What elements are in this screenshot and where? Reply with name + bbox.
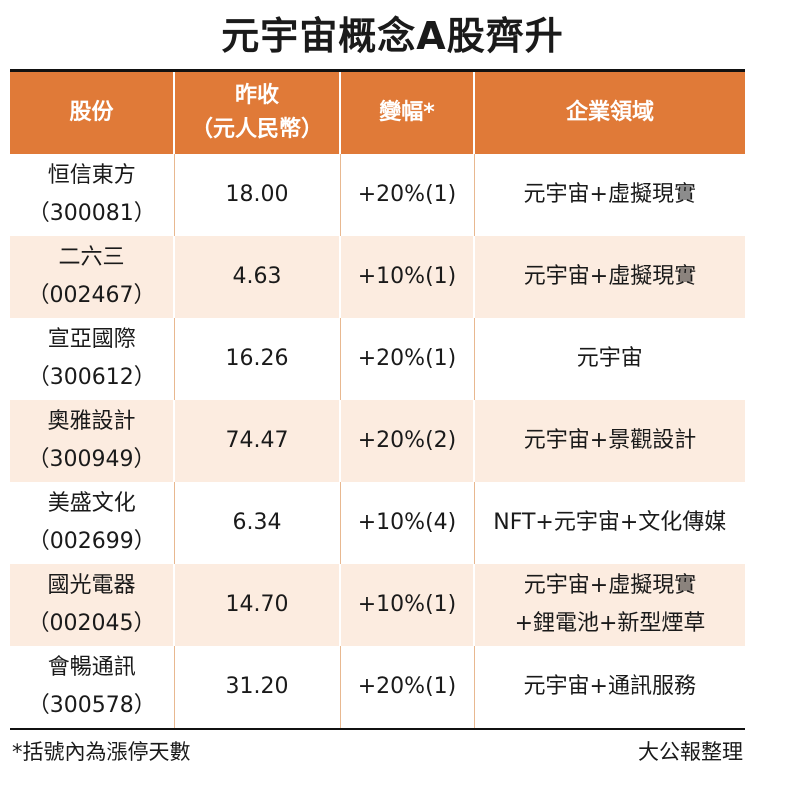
- table-row: 宣亞國際 （300612） 16.26 +20%(1) 元宇宙: [10, 318, 745, 400]
- table-row: 奧雅設計 （300949） 74.47 +20%(2) 元宇宙+景觀設計: [10, 400, 745, 482]
- sector-cell: 元宇宙+虛擬現實 +鋰電池+新型煙草: [473, 564, 745, 646]
- footnote: *括號內為漲停天數: [12, 740, 191, 764]
- sector-text: 元宇宙: [576, 346, 643, 371]
- stock-cell: 恒信東方 （300081）: [10, 154, 174, 236]
- stock-name: 國光電器: [47, 573, 136, 598]
- close-price: 74.47: [173, 400, 340, 482]
- stock-code: （300578）: [27, 693, 156, 718]
- table-row: 美盛文化 （002699） 6.34 +10%(4) NFT+元宇宙+文化傳媒: [10, 482, 745, 564]
- stock-cell: 宣亞國際 （300612）: [10, 318, 174, 400]
- price-change: +20%(1): [339, 646, 474, 728]
- stock-name: 會暢通訊: [47, 655, 136, 680]
- stock-name: 二六三: [58, 245, 125, 270]
- header-close-unit: （元人民幣）: [190, 117, 323, 142]
- sector-cell: NFT+元宇宙+文化傳媒: [473, 482, 745, 564]
- stock-name: 恒信東方: [47, 163, 136, 188]
- table-body: 恒信東方 （300081） 18.00 +20%(1) 元宇宙+虛擬現實 二六三 （0024…: [10, 154, 745, 728]
- header-close-label: 昨收: [234, 83, 279, 108]
- stock-name: 美盛文化: [47, 491, 136, 516]
- close-price: 18.00: [173, 154, 340, 236]
- stock-code: （002045）: [27, 611, 156, 636]
- stock-cell: 國光電器 （002045）: [10, 564, 174, 646]
- price-change: +10%(1): [339, 236, 474, 318]
- price-change: +10%(1): [339, 564, 474, 646]
- table-row: 二六三 （002467） 4.63 +10%(1) 元宇宙+虛擬現實: [10, 236, 745, 318]
- close-price: 16.26: [173, 318, 340, 400]
- stock-cell: 會暢通訊 （300578）: [10, 646, 174, 728]
- sector-text: 元宇宙+虛擬現實: [523, 182, 696, 207]
- sector-cell: 元宇宙: [473, 318, 745, 400]
- sector-text: 元宇宙+通訊服務: [523, 674, 696, 699]
- table-row: 會暢通訊 （300578） 31.20 +20%(1) 元宇宙+通訊服務: [10, 646, 745, 728]
- price-change: +20%(1): [339, 318, 474, 400]
- table-row: 國光電器 （002045） 14.70 +10%(1) 元宇宙+虛擬現實 +鋰電池+新型煙…: [10, 564, 745, 646]
- header-sector: 企業領域: [473, 72, 745, 154]
- stock-code: （002467）: [27, 283, 156, 308]
- price-change: +20%(2): [339, 400, 474, 482]
- stock-cell: 美盛文化 （002699）: [10, 482, 174, 564]
- stock-cell: 奧雅設計 （300949）: [10, 400, 174, 482]
- sector-text: 元宇宙+虛擬現實: [523, 264, 697, 289]
- source-credit: 大公報整理: [638, 740, 743, 764]
- sector-text: 元宇宙+景觀設計: [523, 428, 697, 453]
- close-price: 4.63: [173, 236, 340, 318]
- page-title: 元宇宙概念A股齊升: [221, 14, 564, 58]
- close-price: 14.70: [173, 564, 340, 646]
- close-price: 6.34: [173, 482, 340, 564]
- table-header-row: 股份 昨收 （元人民幣） 變幅* 企業領域: [10, 72, 745, 154]
- stock-name: 宣亞國際: [47, 327, 136, 352]
- header-stock: 股份: [10, 72, 174, 154]
- stock-table: 股份 昨收 （元人民幣） 變幅* 企業領域 恒信東方 （300081） 18.00 +…: [10, 72, 745, 728]
- stock-code: （300949）: [27, 447, 156, 472]
- top-rule: [10, 69, 745, 72]
- table-row: 恒信東方 （300081） 18.00 +20%(1) 元宇宙+虛擬現實: [10, 154, 745, 236]
- bottom-rule: [10, 728, 745, 730]
- close-price: 31.20: [173, 646, 340, 728]
- sector-cell: 元宇宙+虛擬現實: [473, 154, 745, 236]
- stock-code: （300081）: [27, 201, 156, 226]
- sector-cell: 元宇宙+通訊服務: [473, 646, 745, 728]
- sector-text: 元宇宙+虛擬現實: [523, 573, 697, 598]
- sector-cell: 元宇宙+虛擬現實: [473, 236, 745, 318]
- sector-cell: 元宇宙+景觀設計: [473, 400, 745, 482]
- header-change: 變幅*: [339, 72, 474, 154]
- stock-code: （300612）: [27, 365, 156, 390]
- stock-cell: 二六三 （002467）: [10, 236, 174, 318]
- header-close: 昨收 （元人民幣）: [173, 72, 340, 154]
- stock-name: 奧雅設計: [47, 409, 136, 434]
- price-change: +10%(4): [339, 482, 474, 564]
- stock-code: （002699）: [27, 529, 156, 554]
- price-change: +20%(1): [339, 154, 474, 236]
- sector-text: NFT+元宇宙+文化傳媒: [493, 510, 727, 535]
- sector-text: +鋰電池+新型煙草: [514, 611, 706, 636]
